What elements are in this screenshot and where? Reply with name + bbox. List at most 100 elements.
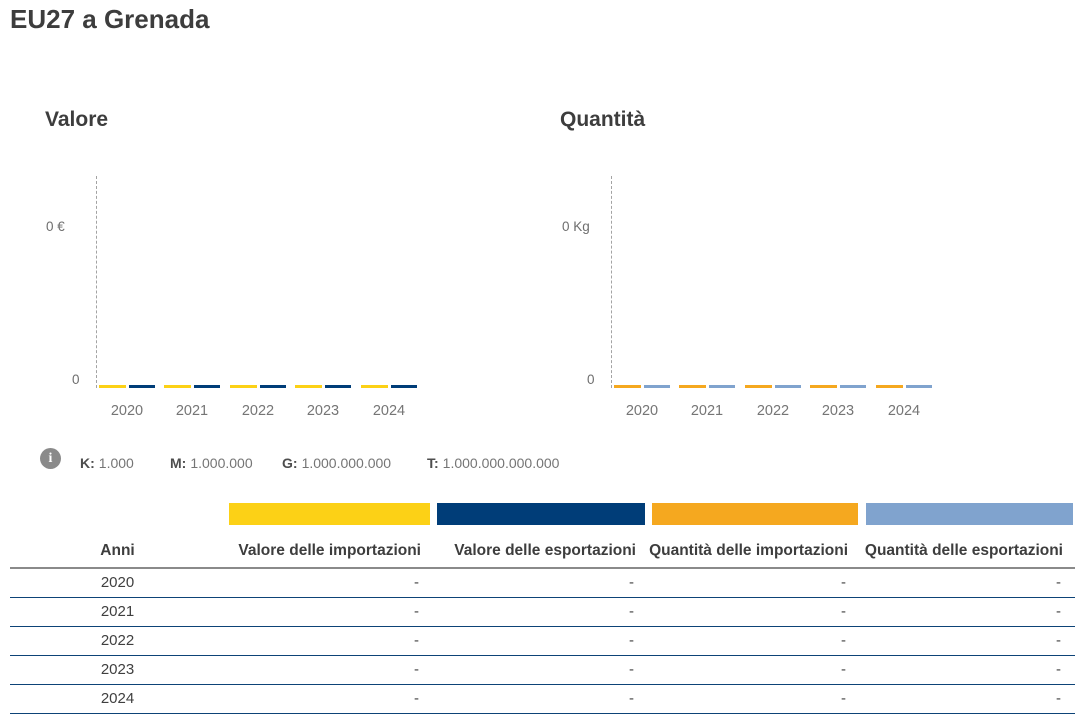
info-icon[interactable]: i [40, 448, 61, 469]
cell-value: - [433, 597, 648, 627]
cell-value: - [433, 626, 648, 656]
col-header-valore-importazioni: Valore delle importazioni [225, 538, 433, 569]
y-axis-max-label-quantita: 0 Kg [562, 219, 590, 234]
x-tick-label: 2020 [625, 403, 659, 419]
bar-valore-importazioni-2022 [230, 385, 257, 388]
cell-value: - [860, 597, 1075, 627]
bar-valore-esportazioni-2020 [128, 385, 155, 388]
bar-quantita-esportazioni-2023 [839, 385, 866, 388]
table-row: 2024 - - - - [10, 684, 1075, 714]
legend-bar-valore-importazioni [229, 503, 430, 525]
cell-value: - [433, 568, 648, 598]
bar-valore-importazioni-2021 [164, 385, 191, 388]
bar-quantita-importazioni-2022 [745, 385, 772, 388]
cell-value: - [860, 568, 1075, 598]
bar-valore-esportazioni-2022 [259, 385, 286, 388]
unit-value: 1.000.000.000.000 [442, 455, 560, 471]
unit-note-k: K: 1.000 [80, 455, 134, 471]
x-tick-label: 2023 [306, 403, 340, 419]
bar-group-2022 [745, 385, 801, 388]
bar-quantita-importazioni-2020 [614, 385, 641, 388]
x-tick-label: 2024 [372, 403, 406, 419]
cell-value: - [648, 597, 860, 627]
bar-valore-esportazioni-2021 [193, 385, 220, 388]
table-row: 2022 - - - - [10, 626, 1075, 656]
bar-group-2022 [230, 385, 286, 388]
bar-valore-importazioni-2023 [295, 385, 322, 388]
unit-label: G: [282, 455, 298, 471]
table-row: 2023 - - - - [10, 655, 1075, 685]
cell-value: - [225, 597, 433, 627]
bar-group-2023 [295, 385, 351, 388]
unit-value: 1.000 [98, 455, 134, 471]
cell-year: 2024 [10, 684, 225, 714]
bar-group-2024 [361, 385, 417, 388]
cell-value: - [648, 655, 860, 685]
y-axis-zero-label-quantita: 0 [587, 372, 595, 387]
col-header-anni: Anni [10, 538, 225, 569]
bar-group-2020 [99, 385, 155, 388]
bar-group-2024 [876, 385, 932, 388]
x-tick-label: 2021 [175, 403, 209, 419]
x-tick-label: 2022 [756, 403, 790, 419]
col-header-valore-esportazioni: Valore delle esportazioni [433, 538, 648, 569]
unit-label: M: [170, 455, 187, 471]
col-header-quantita-importazioni: Quantità delle importazioni [648, 538, 860, 569]
col-header-quantita-esportazioni: Quantità delle esportazioni [860, 538, 1075, 569]
cell-value: - [225, 655, 433, 685]
unit-label: K: [80, 455, 95, 471]
bar-quantita-esportazioni-2020 [643, 385, 670, 388]
chart-quantita-plot-area: 2020 2021 2022 2023 2024 [611, 176, 971, 419]
cell-value: - [860, 684, 1075, 714]
cell-year: 2021 [10, 597, 225, 627]
cell-value: - [860, 626, 1075, 656]
x-tick-label: 2024 [887, 403, 921, 419]
bar-valore-importazioni-2024 [361, 385, 388, 388]
cell-value: - [648, 684, 860, 714]
bar-valore-esportazioni-2023 [324, 385, 351, 388]
bar-group-2020 [614, 385, 670, 388]
legend-bar-quantita-esportazioni [866, 503, 1073, 525]
table-row: 2021 - - - - [10, 597, 1075, 627]
x-tick-label: 2022 [241, 403, 275, 419]
bar-group-2023 [810, 385, 866, 388]
unit-note-g: G: 1.000.000.000 [282, 455, 391, 471]
x-tick-label: 2021 [690, 403, 724, 419]
y-axis-zero-label-valore: 0 [72, 372, 80, 387]
bar-quantita-esportazioni-2024 [905, 385, 932, 388]
table-row: 2020 - - - - [10, 568, 1075, 598]
legend-bar-valore-esportazioni [437, 503, 645, 525]
x-tick-label: 2023 [821, 403, 855, 419]
chart-valore-plot-area: 2020 2021 2022 2023 2024 [96, 176, 456, 419]
bar-valore-importazioni-2020 [99, 385, 126, 388]
bar-valore-esportazioni-2024 [390, 385, 417, 388]
table-header-row: Anni Valore delle importazioni Valore de… [10, 538, 1075, 569]
chart-title-valore: Valore [45, 108, 109, 131]
cell-value: - [225, 568, 433, 598]
unit-label: T: [427, 455, 439, 471]
unit-note-m: M: 1.000.000 [170, 455, 253, 471]
bar-quantita-importazioni-2021 [679, 385, 706, 388]
y-axis-max-label-valore: 0 € [46, 219, 65, 234]
bar-group-2021 [164, 385, 220, 388]
cell-value: - [648, 568, 860, 598]
legend-bar-quantita-importazioni [652, 503, 858, 525]
cell-value: - [225, 626, 433, 656]
bar-quantita-esportazioni-2022 [774, 385, 801, 388]
chart-title-quantita: Quantità [560, 108, 646, 131]
cell-year: 2020 [10, 568, 225, 598]
cell-value: - [648, 626, 860, 656]
unit-value: 1.000.000 [190, 455, 253, 471]
cell-value: - [433, 684, 648, 714]
cell-value: - [225, 684, 433, 714]
page-title: EU27 a Grenada [10, 4, 210, 34]
trade-table: Anni Valore delle importazioni Valore de… [10, 538, 1075, 714]
x-tick-label: 2020 [110, 403, 144, 419]
cell-year: 2023 [10, 655, 225, 685]
bar-quantita-esportazioni-2021 [708, 385, 735, 388]
cell-value: - [433, 655, 648, 685]
bar-quantita-importazioni-2024 [876, 385, 903, 388]
cell-year: 2022 [10, 626, 225, 656]
unit-value: 1.000.000.000 [301, 455, 392, 471]
